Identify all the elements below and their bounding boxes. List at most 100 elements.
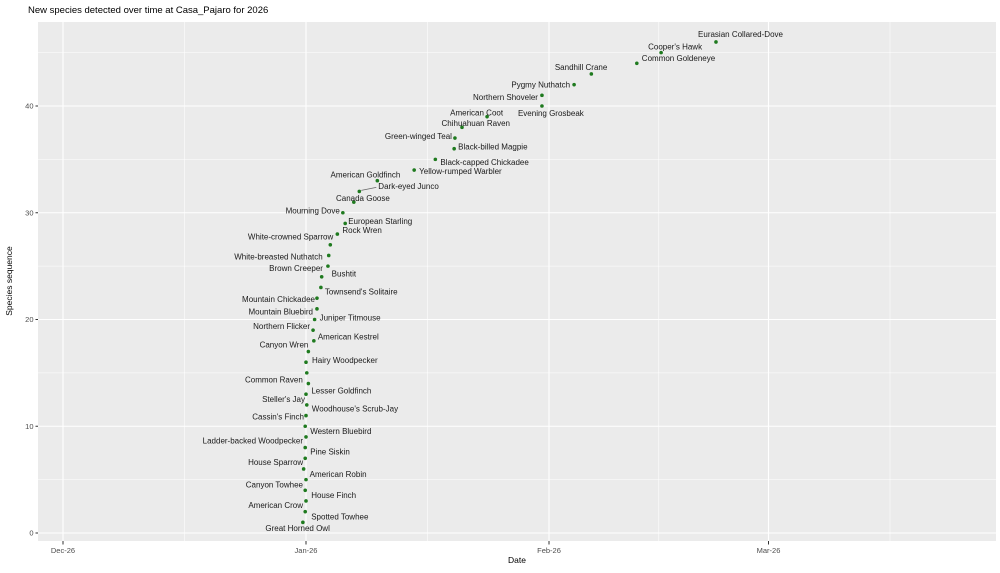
species-label: Dark-eyed Junco [378, 182, 439, 191]
data-point [303, 488, 308, 493]
data-point [315, 307, 319, 311]
species-label: European Starling [348, 217, 412, 226]
species-label: Common Goldeneye [642, 54, 716, 63]
species-label: Eurasian Collared-Dove [698, 30, 783, 39]
species-label: House Finch [311, 491, 356, 500]
species-label: American Robin [310, 470, 367, 479]
data-point [326, 264, 330, 268]
species-label: Woodhouse's Scrub-Jay [312, 405, 398, 414]
species-label: White-breasted Nuthatch [234, 252, 323, 261]
data-point [304, 403, 309, 407]
data-point [303, 445, 308, 450]
data-point [326, 253, 331, 258]
data-point [304, 477, 308, 482]
data-point [301, 467, 306, 471]
data-point [412, 168, 416, 172]
species-label: House Sparrow [248, 458, 303, 467]
data-point [315, 296, 319, 300]
species-label: Spotted Towhee [311, 512, 369, 521]
data-point [303, 424, 308, 429]
species-label: Mountain Bluebird [248, 308, 312, 317]
data-point [460, 125, 464, 130]
data-point [303, 509, 308, 514]
species-label: Pine Siskin [310, 447, 350, 456]
data-point [343, 221, 347, 226]
data-point [304, 360, 308, 365]
data-point [540, 93, 544, 98]
data-point [319, 275, 324, 279]
data-point [304, 392, 308, 397]
species-label: Evening Grosbeak [518, 109, 585, 118]
species-label: American Coot [450, 108, 504, 117]
panel-background [38, 22, 996, 541]
y-tick-label: 20 [25, 315, 33, 324]
data-point [635, 61, 639, 66]
x-tick-label: Mar-26 [757, 546, 781, 555]
data-point [306, 349, 311, 354]
data-point [304, 413, 308, 418]
species-label: Cooper's Hawk [648, 42, 703, 51]
data-point [485, 114, 489, 119]
species-label: American Crow [248, 501, 303, 510]
y-tick-label: 40 [25, 102, 33, 111]
data-point [304, 499, 308, 503]
data-point [453, 136, 457, 140]
species-label: Rock Wren [342, 226, 381, 235]
data-point [304, 371, 309, 375]
species-label: Great Horned Owl [265, 524, 330, 533]
data-point [306, 381, 311, 386]
data-point [714, 40, 718, 44]
data-point [311, 328, 315, 332]
species-label: American Goldfinch [331, 171, 401, 180]
data-point [589, 72, 594, 76]
species-label: Mourning Dove [286, 207, 341, 216]
species-label: Steller's Jay [262, 395, 305, 404]
species-label: Canada Goose [336, 194, 390, 203]
data-point [335, 232, 340, 236]
data-point [357, 189, 362, 194]
species-label: Ladder-backed Woodpecker [203, 437, 304, 446]
x-tick-label: Dec-26 [51, 546, 75, 555]
y-tick-label: 30 [25, 208, 33, 217]
species-label: Lesser Goldfinch [311, 386, 371, 395]
data-point [452, 146, 456, 151]
species-label: Brown Creeper [269, 264, 323, 273]
label-connector-line [361, 187, 377, 191]
data-point [312, 317, 317, 322]
x-tick-label: Feb-26 [537, 546, 561, 555]
data-point [312, 339, 316, 343]
data-point [433, 157, 438, 162]
species-label: Hairy Woodpecker [312, 356, 378, 365]
data-point [352, 200, 356, 204]
data-point [301, 520, 305, 525]
data-point [540, 104, 544, 108]
species-label: Cassin's Finch [252, 412, 304, 421]
species-label: White-crowned Sparrow [248, 233, 334, 242]
x-tick-label: Jan-26 [295, 546, 318, 555]
species-label: Bushtit [332, 270, 357, 279]
data-point [303, 456, 308, 461]
y-tick-label: 10 [25, 422, 33, 431]
data-point [375, 178, 380, 183]
species-label: Green-winged Teal [385, 132, 452, 141]
data-point [341, 210, 345, 215]
species-label: Canyon Towhee [246, 480, 304, 489]
chart-title: New species detected over time at Casa_P… [28, 5, 269, 16]
species-label: Sandhill Crane [555, 63, 608, 72]
species-label: American Kestrel [318, 333, 379, 342]
species-label: Juniper Titmouse [320, 313, 381, 322]
species-label: Canyon Wren [260, 340, 309, 349]
species-label: Black-billed Magpie [458, 143, 528, 152]
species-label: Townsend's Solitaire [325, 287, 398, 296]
data-point [304, 435, 308, 439]
species-label: Northern Shoveler [473, 93, 538, 102]
data-point [319, 285, 323, 290]
species-label: Chihuahuan Raven [441, 119, 510, 128]
data-point [659, 50, 663, 55]
y-tick-label: 0 [29, 529, 33, 538]
species-label: Common Raven [245, 376, 303, 385]
y-axis-title: Species sequence [4, 246, 14, 316]
species-label: Northern Flicker [253, 322, 310, 331]
